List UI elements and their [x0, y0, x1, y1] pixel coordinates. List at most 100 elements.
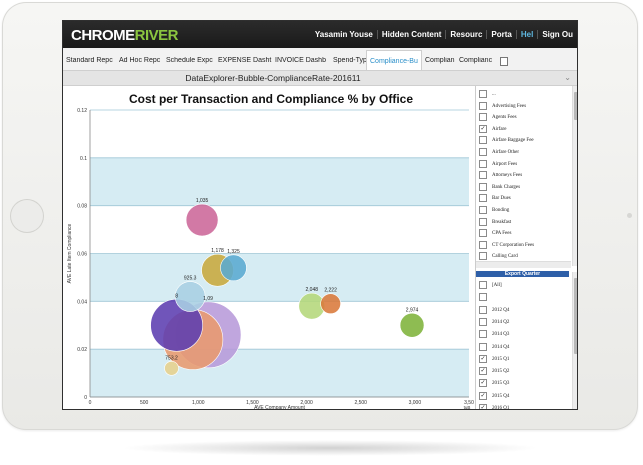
checkbox[interactable] [479, 281, 487, 289]
tab-compliance-bubble[interactable]: Compliance-Bu [366, 50, 422, 70]
y-tick-label: 0.12 [77, 108, 87, 114]
checkbox[interactable] [479, 330, 487, 339]
bubble-data-label: 2,222 [324, 288, 337, 294]
checkbox[interactable]: ✓ [479, 354, 487, 363]
expense-type-item[interactable]: Airfare Baggage Fee [479, 136, 534, 145]
expense-type-item[interactable]: CPA Fees [479, 229, 512, 238]
quarter-item[interactable]: ✓ 2015 Q2 [479, 367, 509, 376]
quarter-label: 2015 Q3 [492, 381, 510, 387]
checkbox[interactable] [479, 217, 487, 226]
checkbox[interactable] [479, 293, 487, 302]
expense-type-item[interactable]: ✓ Airfare [479, 124, 507, 133]
checkbox[interactable] [479, 182, 487, 191]
scroll-thumb-2[interactable] [574, 278, 577, 354]
sign-out-link[interactable]: Sign Ou [537, 30, 577, 39]
document-icon[interactable] [500, 57, 508, 66]
y-tick-label: 0.02 [77, 347, 87, 353]
quarter-label: 2016 Q1 [492, 406, 510, 410]
resources-link[interactable]: Resourc [445, 30, 486, 39]
checkbox[interactable] [479, 342, 487, 351]
tab-invoice-dashboard[interactable]: INVOICE Dashb [275, 57, 326, 64]
expense-type-item[interactable]: Airfare Other [479, 148, 519, 156]
chevron-down-icon[interactable]: ⌄ [564, 73, 571, 82]
expense-type-label: Bonding [492, 208, 510, 214]
checkbox[interactable] [479, 252, 487, 261]
quarter-item[interactable]: 2014 Q3 [479, 330, 509, 339]
quarter-item[interactable]: ✓ 2015 Q1 [479, 354, 509, 363]
checkbox[interactable] [479, 159, 487, 168]
expense-type-item[interactable]: Airport Fees [479, 159, 517, 168]
tab-standard-reports[interactable]: Standard Repc [66, 57, 113, 64]
expense-type-label: CPA Fees [492, 231, 512, 237]
expense-type-label: Airfare [492, 126, 507, 132]
checkbox[interactable] [479, 90, 487, 98]
report-header: DataExplorer-Bubble-ComplianceRate-20161… [63, 71, 577, 86]
bubble-data-label: 925.3 [184, 276, 197, 282]
y-tick-label: 0.04 [77, 299, 87, 305]
chromeriver-logo[interactable]: CHROMERIVER [71, 27, 179, 44]
quarter-filter-header: Export Quarter [476, 271, 569, 277]
checkbox[interactable] [479, 113, 487, 122]
checkbox[interactable]: ✓ [479, 367, 487, 376]
bubble-data-label: 1,09 [203, 296, 213, 302]
expense-type-item[interactable]: Advertising Fees [479, 101, 527, 110]
type-list-scrollbar[interactable] [572, 86, 577, 266]
quarter-item[interactable] [479, 293, 492, 302]
hidden-content-link[interactable]: Hidden Content [376, 30, 446, 39]
checkbox[interactable] [479, 171, 487, 180]
checkbox[interactable] [479, 206, 487, 214]
quarter-item[interactable]: ✓ 2015 Q3 [479, 379, 510, 388]
tab-compliance-2[interactable]: Complian [425, 57, 455, 64]
expense-type-item[interactable]: Breakfast [479, 217, 511, 226]
tab-spend-type[interactable]: Spend-Typ [333, 57, 366, 64]
checkbox[interactable]: ✓ [479, 391, 487, 400]
tab-ad-hoc-reports[interactable]: Ad Hoc Repc [119, 57, 161, 64]
tab-schedule-export[interactable]: Schedule Expc [166, 57, 213, 64]
expense-type-item[interactable]: CT Corporation Fees [479, 240, 534, 249]
checkbox[interactable] [479, 101, 487, 110]
checkbox[interactable] [479, 317, 487, 326]
checkbox[interactable] [479, 136, 487, 145]
checkbox[interactable] [479, 194, 487, 203]
type-list-hscrollbar[interactable] [476, 261, 571, 268]
bubble-data-label: 2,048 [306, 287, 319, 293]
help-link[interactable]: Hel [515, 30, 537, 39]
expense-type-label: Airfare Other [492, 150, 520, 156]
checkbox[interactable] [479, 148, 487, 156]
quarter-item[interactable]: 2014 Q2 [479, 317, 509, 326]
expense-type-item[interactable]: Agents Fees [479, 113, 517, 122]
expense-type-item[interactable]: Bonding [479, 206, 509, 214]
bubble-data-label: 1,178 [211, 248, 224, 254]
expense-type-item[interactable]: Attorneys Fees [479, 171, 522, 180]
scroll-thumb[interactable] [574, 92, 577, 120]
expense-type-label: Agents Fees [492, 115, 517, 121]
expense-type-item[interactable]: Bank Charges [479, 182, 520, 191]
expense-type-item[interactable]: Calling Card [479, 252, 518, 261]
x-tick-label: 2,500 [354, 400, 367, 406]
quarter-item[interactable]: ✓ 2015 Q4 [479, 391, 509, 400]
expense-type-item[interactable]: ... [479, 90, 496, 98]
quarter-item[interactable]: 2014 Q4 [479, 342, 510, 351]
checkbox[interactable]: ✓ [479, 124, 487, 133]
checkbox[interactable] [479, 240, 487, 249]
checkbox[interactable]: ✓ [479, 404, 487, 410]
checkbox[interactable] [479, 305, 487, 314]
y-tick-label: 0 [84, 395, 87, 401]
checkbox[interactable] [479, 229, 487, 238]
checkbox[interactable]: ✓ [479, 379, 487, 388]
quarter-list-scrollbar[interactable] [572, 272, 577, 409]
tab-compliance-3[interactable]: Complianc [459, 57, 493, 64]
quarter-item[interactable]: [All] [479, 281, 502, 289]
tab-expense-dashboard[interactable]: EXPENSE Dasht [218, 57, 272, 64]
portal-link[interactable]: Porta [486, 30, 515, 39]
quarter-item[interactable]: 2012 Q4 [479, 305, 509, 314]
quarter-label: 2014 Q4 [492, 344, 510, 350]
expense-type-item[interactable]: Bar Dues [479, 194, 511, 203]
tablet-shadow [120, 440, 540, 456]
quarter-item[interactable]: ✓ 2016 Q1 [479, 404, 510, 410]
expense-type-label: Advertising Fees [492, 103, 527, 109]
y-tick-label: 0.08 [77, 204, 87, 210]
y-axis-label: AVE Late Item Compliance [67, 223, 73, 283]
bubble-point [399, 312, 425, 338]
user-name-link[interactable]: Yasamin Youse [314, 30, 373, 39]
